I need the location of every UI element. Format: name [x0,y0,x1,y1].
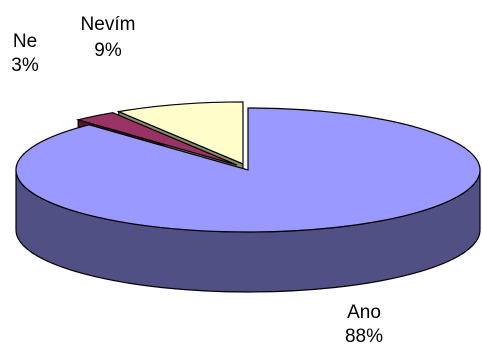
slice-label-ne-value: 3% [11,55,39,76]
slice-label-ano-value: 88% [345,326,383,347]
slice-label-nevim-value: 9% [94,40,122,61]
slice-label-ano-name: Ano [347,302,381,323]
pie-slice-ano [15,107,481,233]
slice-label-nevim-name: Nevím [81,14,136,35]
pie-tops [15,101,481,233]
slice-label-ne-name: Ne [13,31,37,52]
pie-slice-ne [75,112,238,166]
pie-labels: Ano 88% Ne 3% Nevím 9% [11,14,383,347]
pie-slice-nevim [116,101,244,165]
